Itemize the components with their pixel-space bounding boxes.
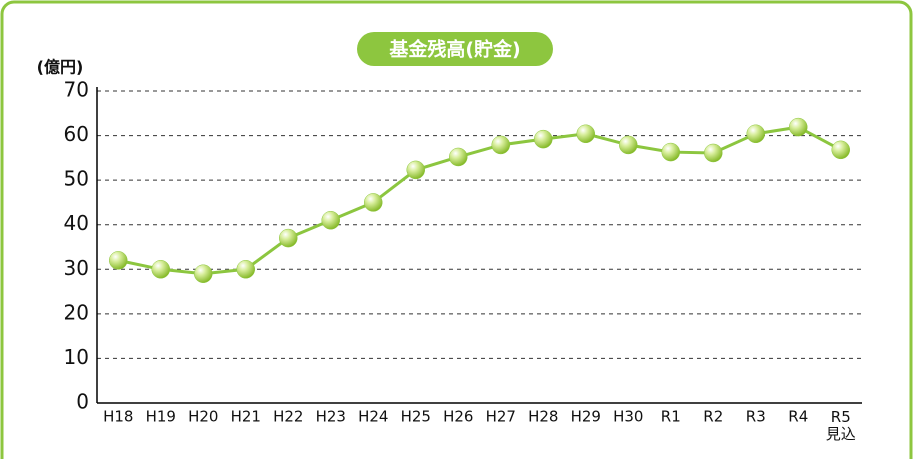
marker: [364, 193, 383, 212]
marker: [279, 228, 298, 248]
title-pill: [357, 32, 553, 66]
x-tick-label: H26: [443, 408, 473, 426]
x-tick-label: R3: [746, 408, 766, 426]
marker: [661, 142, 680, 162]
marker: [109, 251, 128, 270]
x-tick-label: H19: [146, 408, 176, 426]
marker: [789, 117, 808, 137]
x-tick-label: H24: [358, 408, 388, 426]
marker: [831, 140, 850, 160]
marker: [534, 129, 553, 149]
y-tick-label: 50: [64, 167, 89, 191]
x-tick-label: H29: [571, 408, 601, 426]
x-tick-label: H20: [188, 408, 218, 426]
x-tick-label: R4: [788, 408, 808, 426]
marker: [449, 147, 468, 167]
x-tick-label: H18: [103, 408, 133, 426]
x-tick-label: R5 見込: [826, 408, 856, 443]
x-tick-label: R2: [703, 408, 723, 426]
marker: [704, 143, 723, 163]
marker: [321, 211, 340, 230]
y-axis-label: (億円): [37, 58, 84, 77]
marker: [576, 124, 595, 144]
marker: [151, 260, 170, 279]
y-tick-label: 60: [64, 122, 89, 146]
x-tick-label: H30: [613, 408, 643, 426]
x-tick-label: H27: [486, 408, 516, 426]
marker: [491, 135, 510, 155]
x-tick-label: H23: [316, 408, 346, 426]
marker: [619, 135, 638, 155]
y-tick-label: 0: [76, 390, 89, 414]
marker: [406, 160, 425, 180]
marker: [194, 264, 213, 283]
y-tick-label: 10: [64, 345, 89, 369]
x-tick-label: R1: [661, 408, 681, 426]
marker: [236, 260, 255, 279]
marker: [746, 124, 765, 144]
y-tick-label: 40: [64, 211, 89, 235]
y-tick-label: 70: [64, 78, 89, 102]
y-tick-label: 20: [64, 300, 89, 324]
x-tick-label: H22: [273, 408, 303, 426]
y-tick-label: 30: [64, 256, 89, 280]
x-tick-label: H28: [528, 408, 558, 426]
x-tick-label: H21: [231, 408, 261, 426]
chart-title: 基金残高(貯金): [388, 38, 520, 61]
x-tick-label: H25: [401, 408, 431, 426]
